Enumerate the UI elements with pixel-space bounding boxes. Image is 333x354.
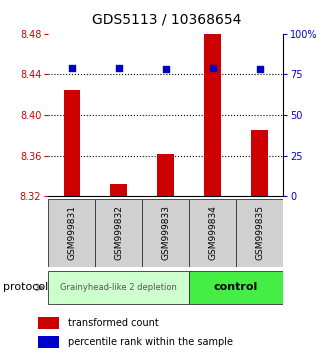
Bar [64, 90, 80, 196]
Point [257, 67, 262, 72]
Bar [111, 184, 127, 196]
FancyBboxPatch shape [95, 199, 142, 267]
Text: GSM999834: GSM999834 [208, 205, 217, 260]
FancyBboxPatch shape [48, 199, 95, 267]
Text: GSM999835: GSM999835 [255, 205, 264, 260]
Point [69, 65, 75, 71]
Bar [38, 317, 59, 329]
Bar [158, 154, 174, 196]
FancyBboxPatch shape [48, 271, 189, 304]
Text: transformed count: transformed count [68, 318, 159, 328]
FancyBboxPatch shape [189, 271, 283, 304]
Text: control: control [214, 282, 258, 292]
Text: GSM999833: GSM999833 [161, 205, 170, 260]
FancyBboxPatch shape [236, 199, 283, 267]
Bar [38, 336, 59, 348]
Point [116, 65, 121, 71]
Text: GDS5113 / 10368654: GDS5113 / 10368654 [92, 12, 241, 27]
Text: percentile rank within the sample: percentile rank within the sample [68, 337, 233, 347]
Text: protocol: protocol [3, 282, 49, 292]
Bar [251, 130, 268, 196]
Point [163, 67, 168, 72]
Text: Grainyhead-like 2 depletion: Grainyhead-like 2 depletion [60, 283, 177, 292]
Text: GSM999832: GSM999832 [114, 205, 123, 260]
Point [210, 65, 215, 71]
Bar [204, 34, 221, 196]
Text: GSM999831: GSM999831 [67, 205, 76, 260]
FancyBboxPatch shape [142, 199, 189, 267]
FancyBboxPatch shape [189, 199, 236, 267]
